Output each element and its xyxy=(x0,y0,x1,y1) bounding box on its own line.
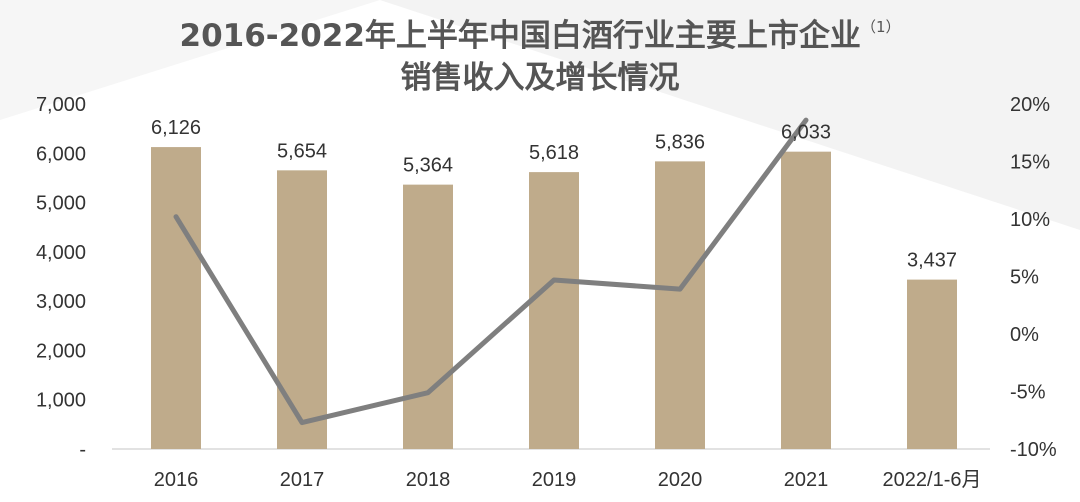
y-left-tick-label: 5,000 xyxy=(36,193,86,215)
x-tick-label: 2017 xyxy=(280,469,325,491)
bar xyxy=(529,172,579,449)
y-right-tick-label: 10% xyxy=(1010,209,1050,231)
x-tick-label: 2016 xyxy=(154,469,199,491)
y-axis-left: - 1,000 2,000 3,000 4,000 5,000 6,000 7,000 xyxy=(36,94,86,461)
bar xyxy=(907,279,957,449)
bar-value-label: 5,654 xyxy=(277,140,327,162)
y-left-tick-label: 3,000 xyxy=(36,291,86,313)
y-left-tick-label: - xyxy=(79,439,86,461)
y-left-tick-label: 1,000 xyxy=(36,390,86,412)
bar-value-label: 6,033 xyxy=(781,122,831,144)
y-left-tick-label: 6,000 xyxy=(36,143,86,165)
bar xyxy=(781,151,831,449)
y-left-tick-label: 4,000 xyxy=(36,242,86,264)
bar-value-label: 6,126 xyxy=(151,117,201,139)
y-right-tick-label: 15% xyxy=(1010,152,1050,174)
bar-value-label: 5,836 xyxy=(655,131,705,153)
bar-value-label: 5,618 xyxy=(529,142,579,164)
bar xyxy=(403,184,453,450)
x-tick-label: 2020 xyxy=(658,469,703,491)
growth-rate-line xyxy=(173,117,809,426)
y-right-tick-label: -10% xyxy=(1010,439,1057,461)
bar-value-label: 3,437 xyxy=(907,250,957,272)
chart-title-line2: 销售收入及增长情况 xyxy=(400,60,680,96)
y-right-tick-label: -5% xyxy=(1010,382,1046,404)
x-tick-label: 2021 xyxy=(784,469,829,491)
chart-title-footnote: （1） xyxy=(860,18,901,36)
y-left-tick-label: 2,000 xyxy=(36,340,86,362)
chart-title-line1: 2016-2022年上半年中国白酒行业主要上市企业（1） xyxy=(0,10,1080,55)
x-tick-label: 2018 xyxy=(406,469,451,491)
bar xyxy=(655,161,705,449)
x-tick-label: 2019 xyxy=(532,469,577,491)
chart-title-main: 2016-2022年上半年中国白酒行业主要上市企业 xyxy=(179,18,861,54)
y-right-tick-label: 5% xyxy=(1010,267,1039,289)
bar-series xyxy=(151,147,957,450)
y-left-tick-label: 7,000 xyxy=(36,94,86,116)
y-right-tick-label: 20% xyxy=(1010,94,1050,116)
line-series xyxy=(173,117,809,426)
x-tick-label: 2022/1-6月 xyxy=(883,469,982,491)
data-labels: 6,126 5,654 5,364 5,618 5,836 6,033 3,437 xyxy=(151,117,957,272)
bar-value-label: 5,364 xyxy=(403,155,453,177)
bar xyxy=(151,147,201,449)
bar xyxy=(277,170,327,450)
y-axis-right: -10% -5% 0% 5% 10% 15% 20% xyxy=(1010,94,1057,461)
x-axis: 2016 2017 2018 2019 2020 2021 2022/1-6月 xyxy=(154,469,982,491)
y-right-tick-label: 0% xyxy=(1010,324,1039,346)
